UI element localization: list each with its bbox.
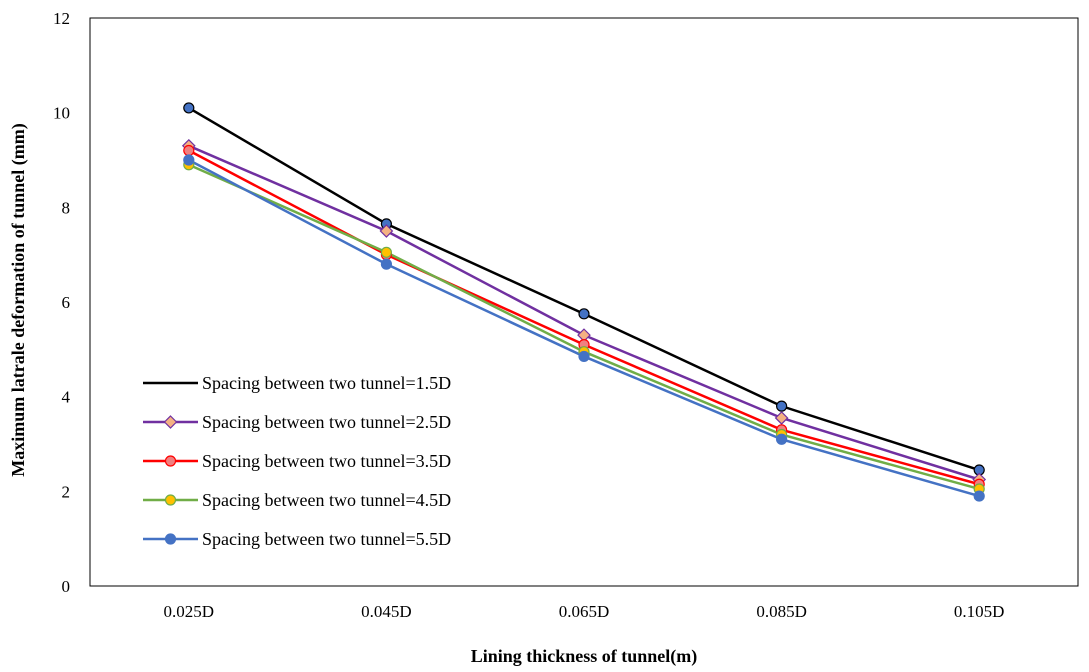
plot-area-frame xyxy=(89,17,1079,587)
data-point xyxy=(578,308,590,320)
legend-label: Spacing between two tunnel=4.5D xyxy=(202,490,451,510)
y-tick-label: 8 xyxy=(62,198,71,217)
data-point xyxy=(380,246,392,258)
y-tick-label: 2 xyxy=(62,482,71,501)
legend-item: Spacing between two tunnel=5.5D xyxy=(143,529,451,549)
legend-label: Spacing between two tunnel=3.5D xyxy=(202,451,451,471)
series-lines xyxy=(188,106,980,498)
y-tick-label: 6 xyxy=(62,293,71,312)
data-point xyxy=(775,400,788,412)
legend-marker xyxy=(164,533,177,545)
x-tick-label: 0.025D xyxy=(164,602,215,621)
legend-label: Spacing between two tunnel=2.5D xyxy=(202,412,451,432)
y-axis-title: Maximum latrale deformation of tunnel (m… xyxy=(8,123,29,476)
y-tick-label: 4 xyxy=(62,388,71,407)
data-point xyxy=(774,411,789,425)
legend-item: Spacing between two tunnel=2.5D xyxy=(143,412,451,432)
legend-item: Spacing between two tunnel=1.5D xyxy=(143,373,451,393)
x-tick-label: 0.085D xyxy=(756,602,807,621)
y-tick-label: 10 xyxy=(53,104,70,123)
data-point xyxy=(183,102,195,114)
x-tick-label: 0.105D xyxy=(954,602,1005,621)
data-point xyxy=(379,224,394,238)
y-axis-ticks: 0 2 4 6 8 10 12 xyxy=(53,9,71,596)
y-tick-label: 12 xyxy=(53,9,70,28)
x-tick-label: 0.065D xyxy=(559,602,610,621)
x-axis-title: Lining thickness of tunnel(m) xyxy=(471,646,698,667)
legend-label: Spacing between two tunnel=1.5D xyxy=(202,373,451,393)
data-point xyxy=(973,490,985,502)
data-point xyxy=(183,154,195,166)
series-line xyxy=(188,158,980,498)
y-tick-label: 0 xyxy=(62,577,71,596)
legend-marker xyxy=(164,494,177,506)
x-axis-ticks: 0.025D 0.045D 0.065D 0.085D 0.105D xyxy=(164,602,1005,621)
legend-marker xyxy=(164,455,177,467)
legend-label: Spacing between two tunnel=5.5D xyxy=(202,529,451,549)
data-point xyxy=(183,144,195,157)
data-point xyxy=(578,350,590,363)
legend-item: Spacing between two tunnel=4.5D xyxy=(143,490,451,510)
series-markers xyxy=(181,102,987,502)
legend-marker xyxy=(163,415,178,429)
data-point xyxy=(775,433,788,445)
legend-item: Spacing between two tunnel=3.5D xyxy=(143,451,451,471)
x-tick-label: 0.045D xyxy=(361,602,412,621)
legend: Spacing between two tunnel=1.5D Spacing b… xyxy=(143,373,451,549)
data-point xyxy=(380,258,392,270)
